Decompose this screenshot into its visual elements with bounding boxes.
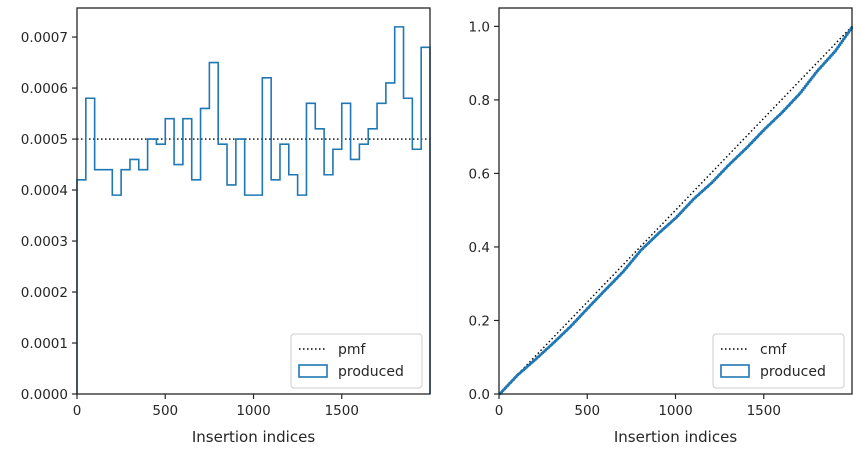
y-tick-label: 0.0003 [21,234,68,250]
x-tick-label: 500 [152,403,178,419]
y-tick-label: 0.8 [469,93,490,109]
x-tick-label: 0 [73,403,82,419]
y-tick-label: 0.0006 [21,81,68,97]
legend-box [290,333,423,389]
reference-line-cmf [498,25,853,395]
series-produced-line [499,26,854,396]
y-tick-label: 0.0 [469,387,490,403]
x-axis-title: Insertion indices [614,428,737,446]
legend-box [712,333,845,389]
y-tick-label: 0.2 [469,313,490,329]
x-tick-label: 500 [574,403,600,419]
legend-label-produced: produced [760,364,826,380]
y-tick-label: 0.0001 [21,336,68,352]
x-axis-title: Insertion indices [192,428,315,446]
x-tick-label: 1500 [325,403,359,419]
y-tick-label: 0.0005 [21,132,68,148]
legend-label-cmf: cmf [760,342,787,358]
legend: pmf produced [290,333,423,389]
x-tick-label: 0 [495,403,504,419]
legend-label-pmf: pmf [338,342,367,358]
y-tick-label: 0.0007 [21,30,68,46]
x-tick-label: 1000 [658,403,692,419]
legend-label-produced: produced [338,364,404,380]
series-produced-step [76,26,431,394]
y-tick-label: 0.0002 [21,285,68,301]
chart-panel-1: 0 500 1000 1500 0.0000 0.0001 0.0002 0.0003 0.00… [21,7,431,446]
y-tick-label: 1.0 [469,19,490,35]
x-tick-label: 1000 [236,403,270,419]
legend: cmf produced [712,333,845,389]
legend-handle-produced [298,364,328,378]
chart-panel-2: 0 500 1000 1500 0.0 0.2 0.4 0.6 0.8 1.0 Insertion … [469,7,854,446]
y-tick-label: 0.0004 [21,183,68,199]
y-tick-label: 0.6 [469,166,490,182]
y-tick-label: 0.0000 [21,387,68,403]
y-tick-label: 0.4 [469,240,490,256]
x-tick-label: 1500 [747,403,781,419]
legend-handle-produced [720,364,750,378]
